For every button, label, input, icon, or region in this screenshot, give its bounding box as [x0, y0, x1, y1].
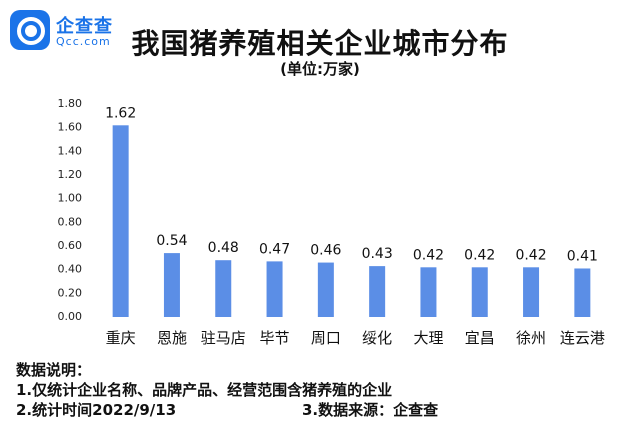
category-label: 徐州 — [516, 329, 546, 347]
data-label: 0.41 — [567, 248, 598, 264]
category-label: 毕节 — [260, 329, 290, 347]
bar — [317, 262, 334, 317]
y-tick-label: 1.00 — [58, 192, 83, 205]
y-tick-label: 1.20 — [58, 168, 83, 181]
data-label: 0.42 — [515, 247, 546, 263]
bar — [369, 266, 386, 317]
y-tick-label: 0.20 — [58, 286, 83, 299]
y-tick-label: 1.80 — [58, 97, 83, 110]
bar — [266, 261, 283, 317]
y-tick-label: 0.80 — [58, 215, 83, 228]
data-label: 0.54 — [156, 233, 187, 249]
category-label: 重庆 — [106, 329, 136, 347]
bar — [215, 260, 232, 317]
category-label: 绥化 — [362, 329, 392, 347]
data-label: 0.46 — [310, 243, 341, 259]
bar — [523, 267, 540, 317]
brand-logo: 企查查 Qcc.com — [10, 10, 130, 52]
category-label: 驻马店 — [201, 329, 246, 347]
chart-subtitle: (单位:万家) — [280, 60, 360, 78]
logo-dot-icon — [25, 25, 37, 37]
y-tick-label: 0.60 — [58, 239, 83, 252]
category-label: 连云港 — [560, 329, 605, 347]
category-label: 恩施 — [157, 329, 187, 347]
notes-line-1: 1.仅统计企业名称、品牌产品、经营范围含猪养殖的企业 — [16, 381, 393, 399]
notes-source: 3.数据来源：企查查 — [302, 401, 439, 419]
y-tick-label: 1.60 — [58, 121, 83, 134]
data-notes: 数据说明： 1.仅统计企业名称、品牌产品、经营范围含猪养殖的企业 2.统计时间2… — [16, 360, 438, 420]
category-label: 宜昌 — [465, 329, 495, 347]
bar — [420, 267, 437, 317]
data-label: 0.43 — [362, 246, 393, 262]
category-label: 大理 — [413, 329, 443, 347]
bar — [574, 268, 591, 317]
data-label: 0.47 — [259, 241, 290, 257]
data-label: 1.62 — [105, 105, 136, 121]
logo-ring-icon — [17, 17, 45, 45]
logo-domain: Qcc.com — [56, 35, 111, 48]
y-tick-label: 0.40 — [58, 263, 83, 276]
bar — [112, 125, 129, 317]
data-label: 0.42 — [464, 247, 495, 263]
y-tick-label: 0.00 — [58, 310, 83, 323]
bar — [471, 267, 488, 317]
data-label: 0.48 — [208, 240, 239, 256]
data-label: 0.42 — [413, 247, 444, 263]
y-tick-label: 1.40 — [58, 144, 83, 157]
notes-line-2: 2.统计时间2022/9/13 — [16, 401, 177, 419]
qcc-logo-icon — [10, 10, 50, 50]
logo-text: 企查查 — [56, 16, 113, 37]
notes-heading: 数据说明： — [16, 361, 92, 379]
chart-title: 我国猪养殖相关企业城市分布 — [131, 27, 509, 60]
category-label: 周口 — [311, 329, 341, 347]
bar — [163, 253, 180, 317]
